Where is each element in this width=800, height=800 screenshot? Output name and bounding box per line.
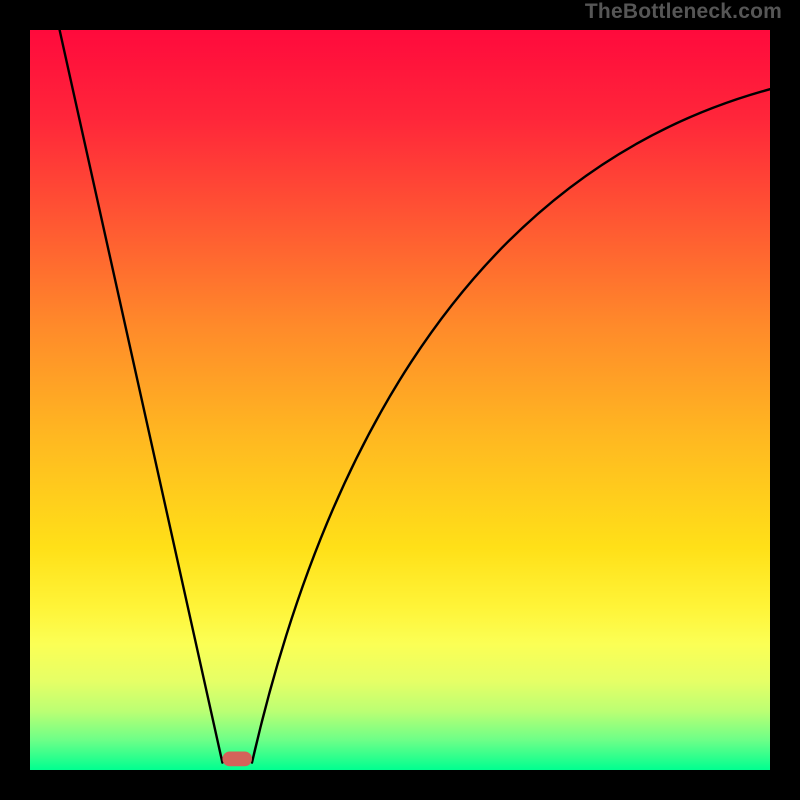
- bottleneck-chart: [0, 0, 800, 800]
- chart-stage: TheBottleneck.com: [0, 0, 800, 800]
- optimum-marker[interactable]: [222, 752, 252, 767]
- watermark-text: TheBottleneck.com: [585, 0, 782, 24]
